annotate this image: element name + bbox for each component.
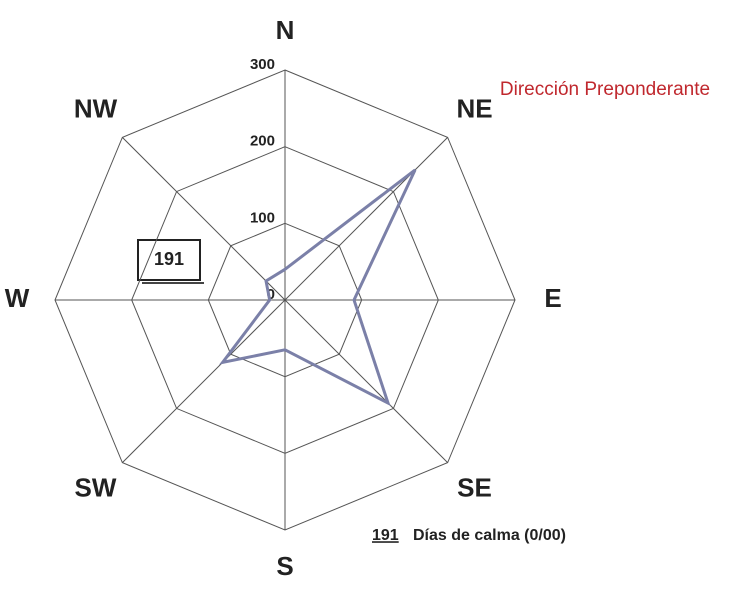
spoke bbox=[122, 299, 286, 463]
legend-calm-value: 191 bbox=[372, 527, 399, 544]
direction-label: S bbox=[276, 551, 293, 581]
annotation: Dirección Preponderante bbox=[500, 79, 710, 100]
calm-value: 191 bbox=[154, 249, 184, 269]
r-tick-label: 300 bbox=[250, 56, 275, 73]
spoke bbox=[122, 137, 286, 301]
direction-label: W bbox=[5, 283, 30, 313]
spoke bbox=[284, 299, 448, 463]
direction-label: SE bbox=[457, 472, 492, 502]
direction-label: SW bbox=[75, 472, 117, 502]
r-tick-label: 100 bbox=[250, 209, 275, 226]
direction-label: E bbox=[544, 283, 561, 313]
series-line bbox=[219, 168, 417, 407]
direction-label: NW bbox=[74, 93, 118, 123]
direction-label: NE bbox=[456, 93, 492, 123]
r-tick-label: 200 bbox=[250, 133, 275, 150]
legend-calm-label: Días de calma (0/00) bbox=[413, 527, 566, 544]
spoke bbox=[284, 137, 448, 301]
direction-label: N bbox=[276, 15, 295, 45]
r-tick-label: 0 bbox=[267, 286, 275, 303]
